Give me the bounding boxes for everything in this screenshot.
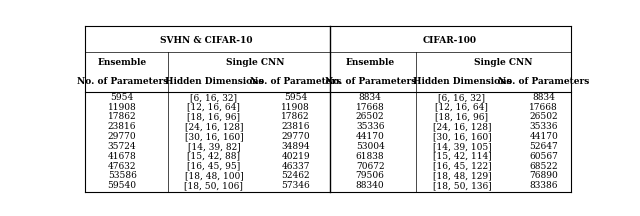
Text: [16, 45, 95]: [16, 45, 95] [188,162,241,171]
Text: Hidden Dimensions: Hidden Dimensions [413,77,511,86]
Text: No. of Parameters: No. of Parameters [324,77,416,86]
Text: 26502: 26502 [529,113,558,121]
Text: CIFAR-100: CIFAR-100 [422,36,477,45]
Text: [14, 39, 82]: [14, 39, 82] [188,142,240,151]
Text: [24, 16, 128]: [24, 16, 128] [185,122,243,131]
Text: 17668: 17668 [529,103,558,112]
Text: 17668: 17668 [356,103,385,112]
Text: [6, 16, 32]: [6, 16, 32] [191,93,237,102]
Text: Ensemble: Ensemble [97,58,147,67]
Text: 46337: 46337 [282,162,310,171]
Text: 23816: 23816 [282,122,310,131]
Text: [30, 16, 160]: [30, 16, 160] [433,132,492,141]
Text: 8834: 8834 [532,93,555,102]
Text: 76890: 76890 [529,171,558,180]
Text: 57346: 57346 [282,181,310,190]
Text: [18, 50, 106]: [18, 50, 106] [184,181,243,190]
Text: 52647: 52647 [529,142,558,151]
Text: Single CNN: Single CNN [225,58,284,67]
Text: 41678: 41678 [108,152,136,161]
Text: 34894: 34894 [282,142,310,151]
Text: SVHN & CIFAR-10: SVHN & CIFAR-10 [160,36,253,45]
Text: 29770: 29770 [108,132,136,141]
Text: [30, 16, 160]: [30, 16, 160] [184,132,243,141]
Text: Hidden Dimensions: Hidden Dimensions [164,77,263,86]
Text: [6, 16, 32]: [6, 16, 32] [438,93,485,102]
Text: [18, 48, 100]: [18, 48, 100] [184,171,243,180]
Text: [18, 50, 136]: [18, 50, 136] [433,181,492,190]
Text: 61838: 61838 [356,152,385,161]
Text: 52462: 52462 [282,171,310,180]
Text: [18, 48, 129]: [18, 48, 129] [433,171,492,180]
Text: [15, 42, 88]: [15, 42, 88] [188,152,241,161]
Text: 35336: 35336 [529,122,558,131]
Text: [24, 16, 128]: [24, 16, 128] [433,122,491,131]
Text: [12, 16, 64]: [12, 16, 64] [188,103,241,112]
Text: [12, 16, 64]: [12, 16, 64] [435,103,488,112]
Text: 59540: 59540 [108,181,137,190]
Text: 11908: 11908 [282,103,310,112]
Text: 60567: 60567 [529,152,558,161]
Text: 35724: 35724 [108,142,136,151]
Text: [18, 16, 96]: [18, 16, 96] [435,113,488,121]
Text: 17862: 17862 [108,113,136,121]
Text: 35336: 35336 [356,122,385,131]
Text: 68522: 68522 [529,162,558,171]
Text: 26502: 26502 [356,113,385,121]
Text: No. of Parameters: No. of Parameters [77,77,168,86]
Text: 23816: 23816 [108,122,136,131]
Text: [15, 42, 114]: [15, 42, 114] [433,152,492,161]
Text: 53004: 53004 [356,142,385,151]
Text: [18, 16, 96]: [18, 16, 96] [188,113,241,121]
Text: 5954: 5954 [111,93,134,102]
Text: No. of Parameters: No. of Parameters [250,77,341,86]
Text: Ensemble: Ensemble [346,58,395,67]
Text: No. of Parameters: No. of Parameters [498,77,589,86]
Text: 40219: 40219 [282,152,310,161]
Text: 44170: 44170 [356,132,385,141]
Text: Single CNN: Single CNN [474,58,532,67]
Text: 70672: 70672 [356,162,385,171]
Text: 47632: 47632 [108,162,136,171]
Text: 11908: 11908 [108,103,136,112]
Text: 17862: 17862 [282,113,310,121]
Text: 79506: 79506 [356,171,385,180]
Text: 8834: 8834 [359,93,381,102]
Text: 83386: 83386 [529,181,558,190]
Text: 5954: 5954 [284,93,307,102]
Text: 29770: 29770 [282,132,310,141]
Text: [16, 45, 122]: [16, 45, 122] [433,162,492,171]
Text: [14, 39, 105]: [14, 39, 105] [433,142,492,151]
Text: 44170: 44170 [529,132,558,141]
Text: 88340: 88340 [356,181,385,190]
Text: 53586: 53586 [108,171,136,180]
